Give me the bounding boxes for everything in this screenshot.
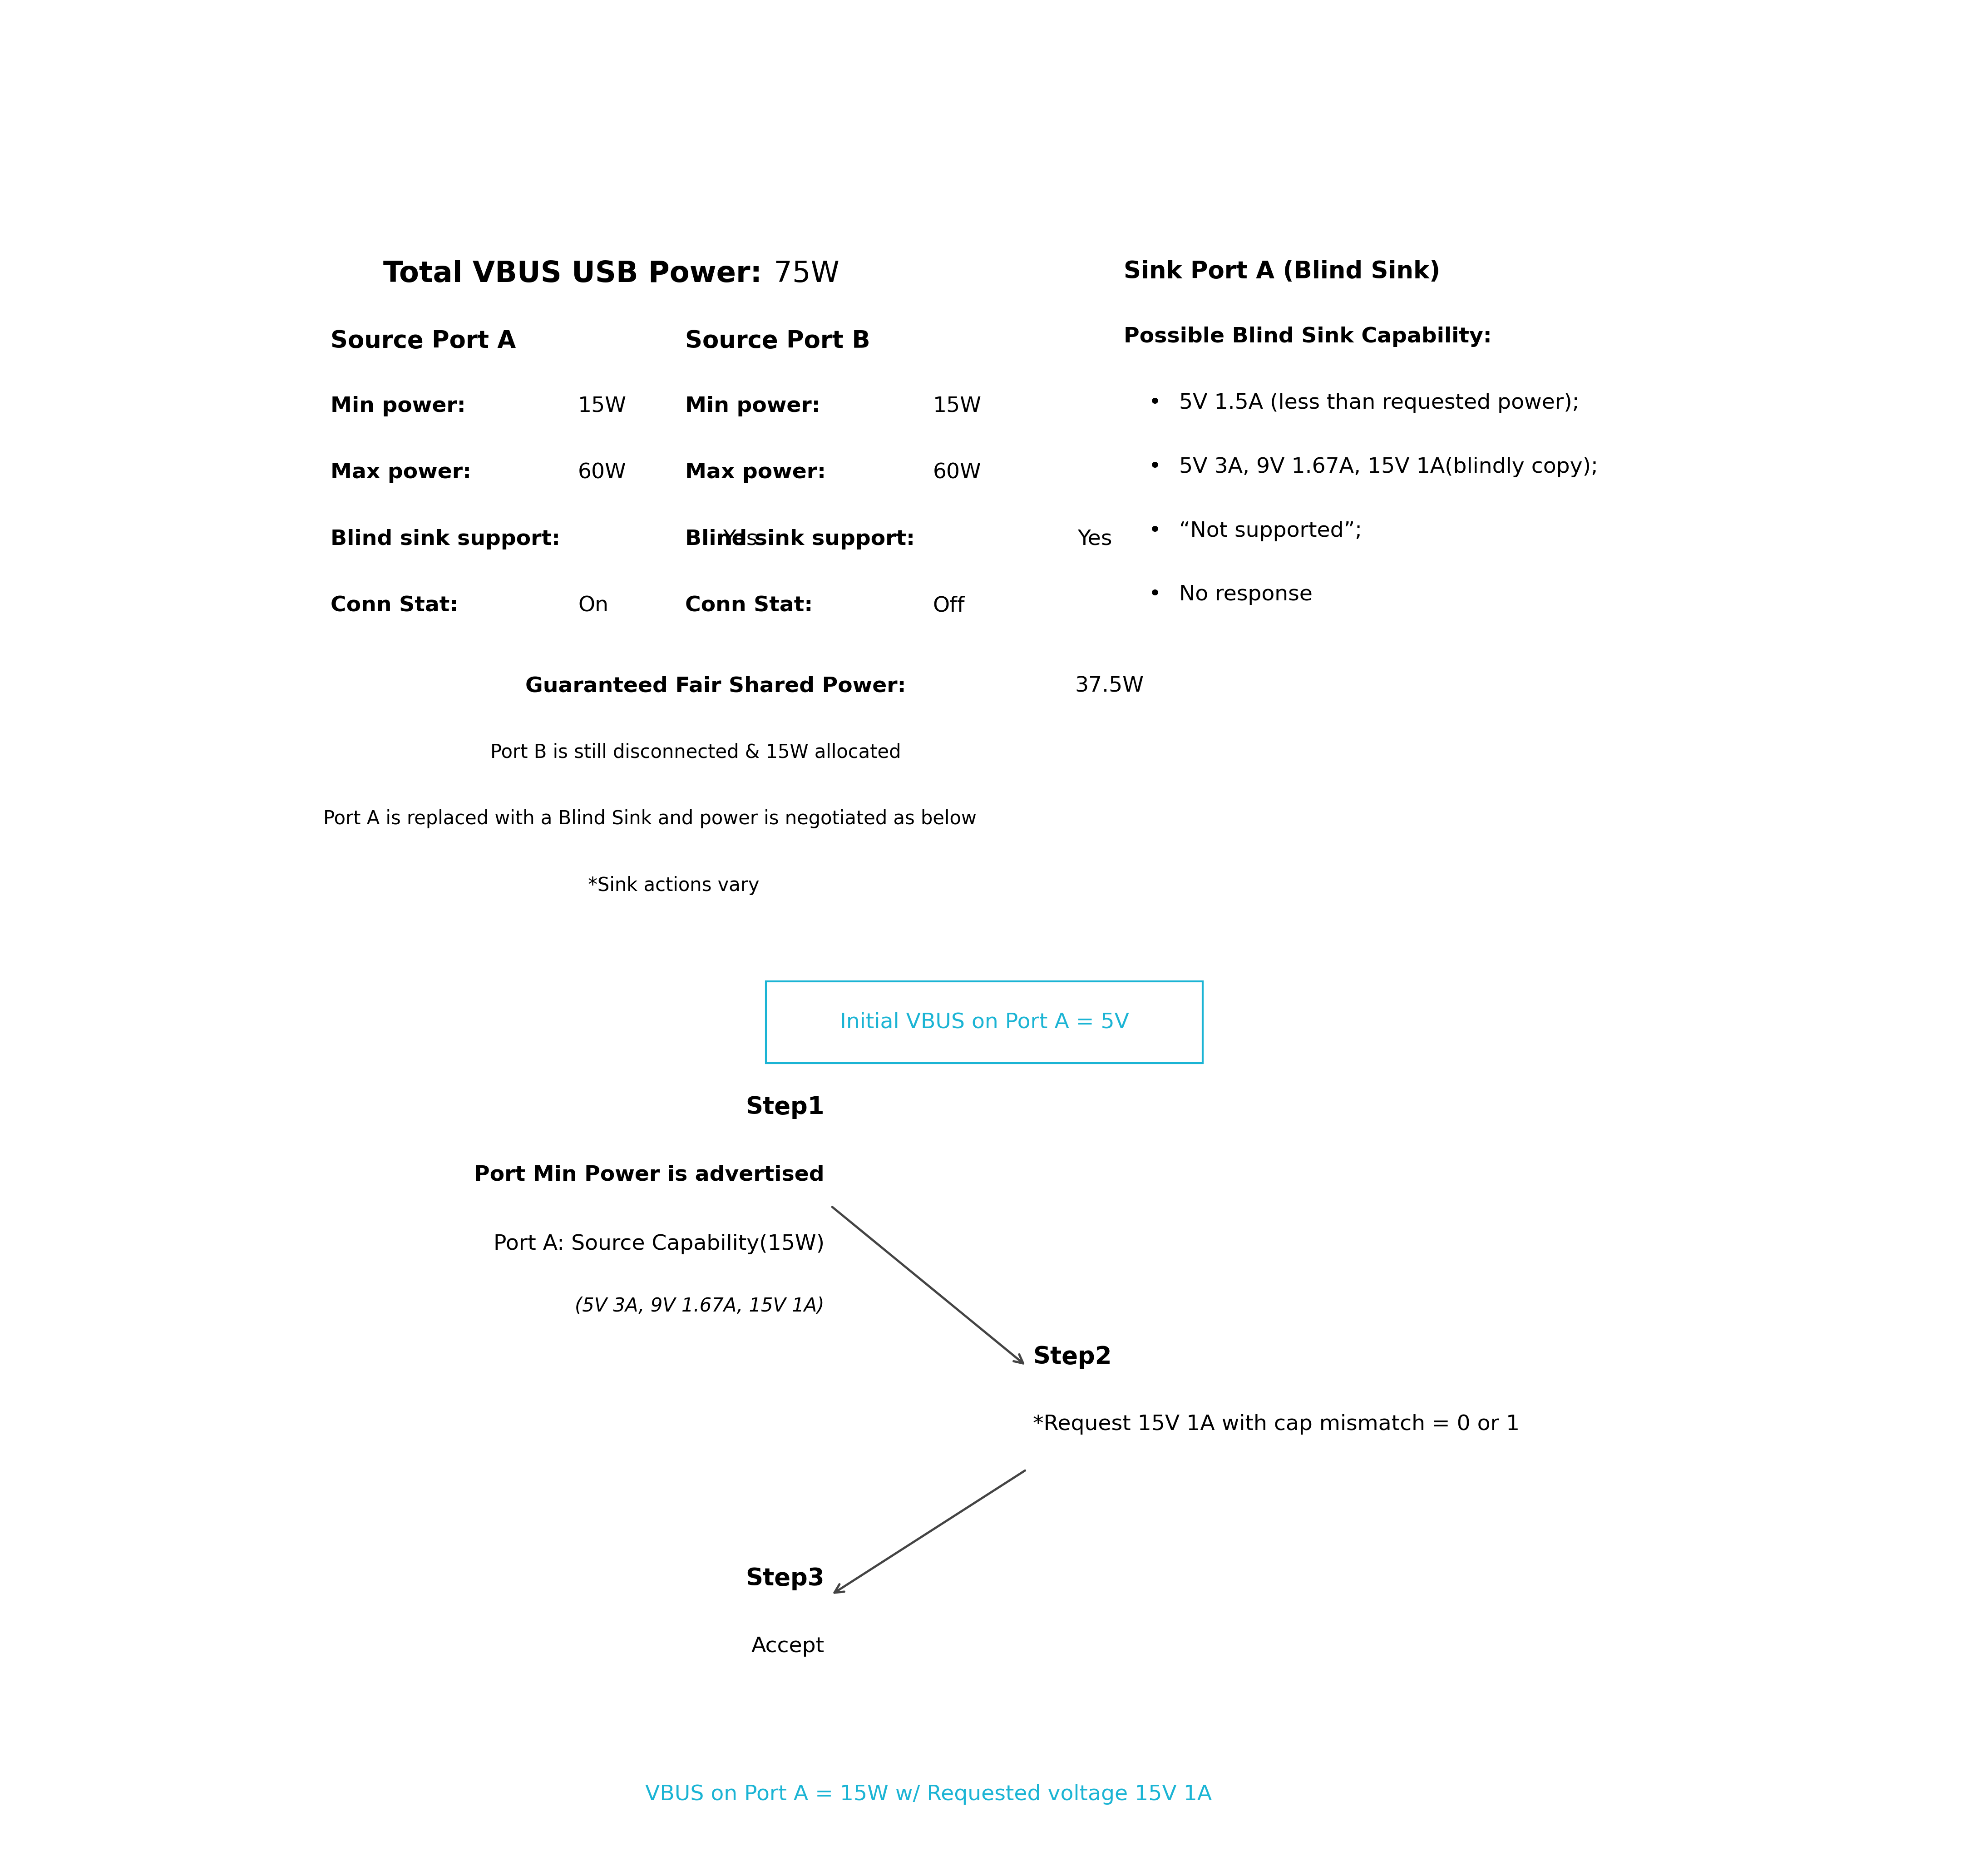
Text: 15W: 15W	[932, 396, 982, 416]
Text: Possible Blind Sink Capability:: Possible Blind Sink Capability:	[1124, 326, 1491, 347]
Text: 5V 1.5A (less than requested power);: 5V 1.5A (less than requested power);	[1179, 394, 1580, 413]
Text: Yes: Yes	[1078, 529, 1112, 550]
Text: Port A is replaced with a Blind Sink and power is negotiated as below: Port A is replaced with a Blind Sink and…	[324, 809, 978, 829]
Text: Total VBUS USB Power:: Total VBUS USB Power:	[383, 259, 762, 289]
Text: Guaranteed Fair Shared Power:: Guaranteed Fair Shared Power:	[525, 675, 907, 696]
Text: Step1: Step1	[747, 1096, 824, 1118]
Text: Source Port B: Source Port B	[685, 328, 871, 353]
Text: 60W: 60W	[932, 461, 982, 482]
Text: Conn Stat:: Conn Stat:	[330, 595, 458, 615]
FancyBboxPatch shape	[766, 981, 1203, 1064]
FancyBboxPatch shape	[606, 1752, 1252, 1838]
Text: *Request 15V 1A with cap mismatch = 0 or 1: *Request 15V 1A with cap mismatch = 0 or…	[1033, 1415, 1521, 1435]
Text: (5V 3A, 9V 1.67A, 15V 1A): (5V 3A, 9V 1.67A, 15V 1A)	[575, 1296, 824, 1315]
Text: Max power:: Max power:	[685, 461, 826, 482]
Text: Step2: Step2	[1033, 1345, 1112, 1369]
Text: Sink Port A (Blind Sink): Sink Port A (Blind Sink)	[1124, 259, 1440, 283]
Text: Accept: Accept	[750, 1636, 824, 1657]
Text: Min power:: Min power:	[685, 396, 820, 416]
Text: Min power:: Min power:	[330, 396, 466, 416]
Text: Step3: Step3	[747, 1566, 824, 1591]
Text: Blind sink support:: Blind sink support:	[330, 529, 561, 550]
Text: 5V 3A, 9V 1.67A, 15V 1A(blindly copy);: 5V 3A, 9V 1.67A, 15V 1A(blindly copy);	[1179, 458, 1598, 477]
Text: Port A: Source Capability(15W): Port A: Source Capability(15W)	[494, 1234, 824, 1255]
Text: Initial VBUS on Port A = 5V: Initial VBUS on Port A = 5V	[839, 1011, 1130, 1032]
Text: Source Port A: Source Port A	[330, 328, 515, 353]
Text: 75W: 75W	[764, 259, 839, 289]
Text: No response: No response	[1179, 585, 1313, 604]
Text: •: •	[1149, 394, 1161, 413]
Text: Port B is still disconnected & 15W allocated: Port B is still disconnected & 15W alloc…	[490, 743, 901, 762]
Text: 37.5W: 37.5W	[1074, 675, 1144, 696]
Text: “Not supported”;: “Not supported”;	[1179, 522, 1363, 540]
Text: •: •	[1149, 585, 1161, 604]
Text: •: •	[1149, 458, 1161, 477]
Text: *Sink actions vary: *Sink actions vary	[589, 876, 758, 895]
Text: VBUS on Port A = 15W w/ Requested voltage 15V 1A: VBUS on Port A = 15W w/ Requested voltag…	[646, 1784, 1213, 1805]
Text: On: On	[579, 595, 608, 615]
Text: •: •	[1149, 522, 1161, 540]
Text: Port Min Power is advertised: Port Min Power is advertised	[474, 1165, 824, 1186]
Text: 15W: 15W	[579, 396, 626, 416]
Text: Yes: Yes	[723, 529, 758, 550]
Text: Max power:: Max power:	[330, 461, 472, 482]
Text: 60W: 60W	[579, 461, 626, 482]
Text: Blind sink support:: Blind sink support:	[685, 529, 914, 550]
Text: Conn Stat:: Conn Stat:	[685, 595, 814, 615]
Text: Off: Off	[932, 595, 966, 615]
